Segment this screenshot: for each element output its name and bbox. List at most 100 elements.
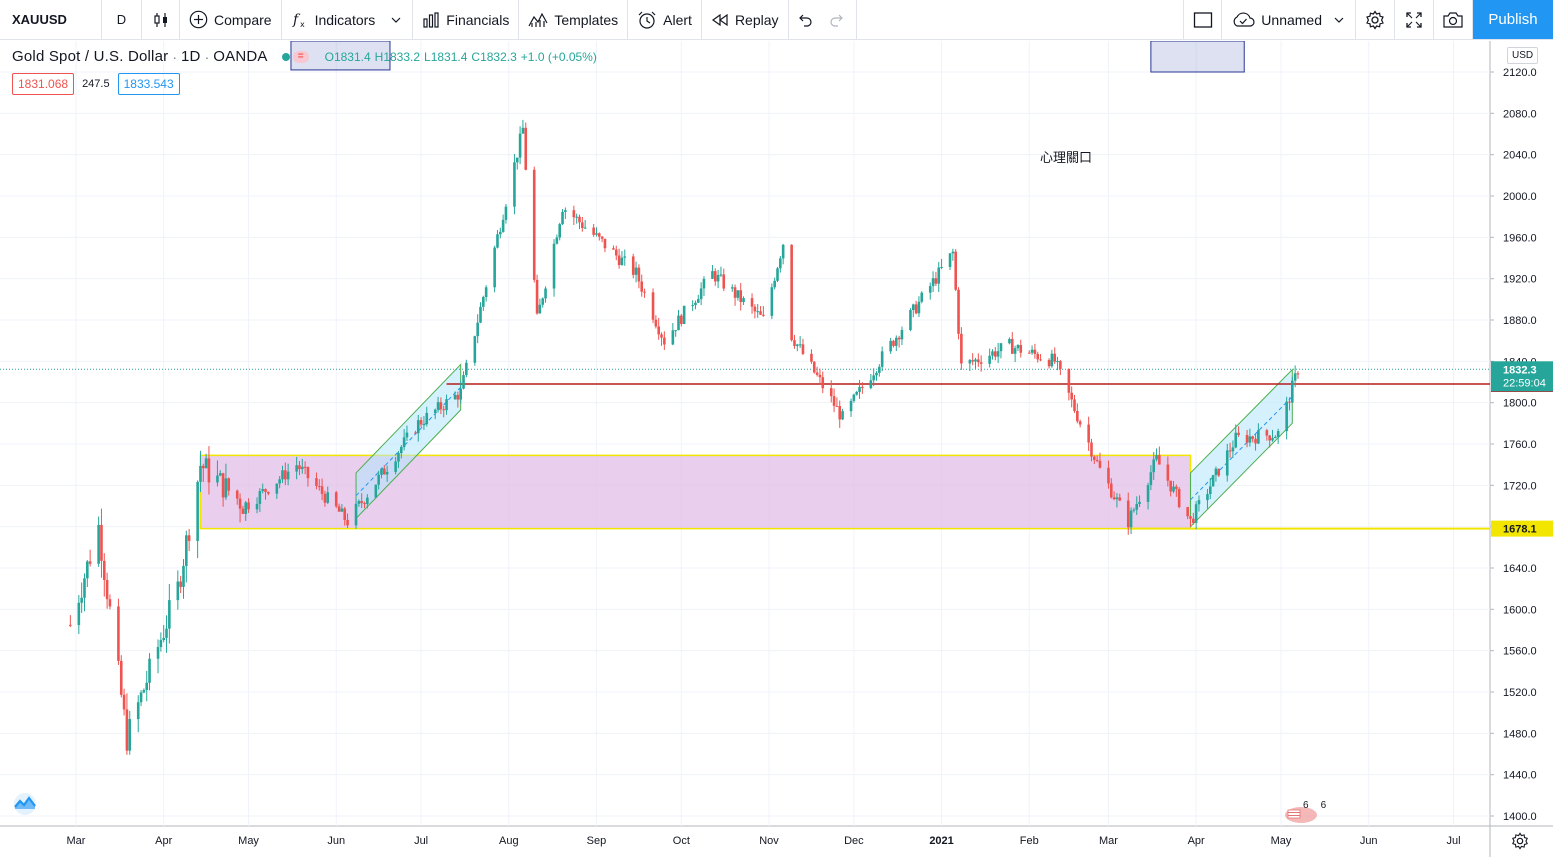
candle [996,342,1000,364]
currency-badge[interactable]: USD [1507,47,1539,64]
candle [770,283,774,320]
candle [303,461,307,475]
time-tick-label: Jul [1447,835,1461,847]
chart-pane[interactable]: 2120.0 2080.0 2040.0 2000.0 1960.0 1920.0 1880… [0,41,1553,857]
candle-body [971,360,974,362]
candle [224,463,228,500]
candle [1254,433,1257,451]
candle-body [920,292,924,302]
candle [521,119,525,134]
candle-body [1067,368,1071,393]
time-tick-label: Dec [844,835,864,847]
top-toolbar: XAUUSD D Compare f x Indicators [0,0,1553,40]
candle [657,317,660,340]
axis-settings-button[interactable] [1511,832,1529,855]
candle-body [323,493,327,503]
support-zone-rectangle[interactable] [199,454,1192,530]
financials-button[interactable]: Financials [413,0,520,39]
fullscreen-button[interactable] [1395,0,1434,39]
candle-body [385,471,389,475]
candle [614,245,618,261]
candle-body [739,290,743,303]
ohlc-change: +1.0 (+0.05%) [520,49,597,64]
candle [878,364,881,377]
parallel-channel-2020[interactable] [355,363,462,520]
candle-body [612,248,615,250]
sell-price-button[interactable]: 1831.068 [12,73,75,95]
candle [555,234,559,245]
candle-body [928,286,932,293]
undo-button[interactable] [789,0,821,39]
candle-body [1271,438,1274,441]
candle [453,391,457,400]
price-chart[interactable]: 2120.0 2080.0 2040.0 2000.0 1960.0 1920.0 1880… [0,41,1553,857]
candle-body [241,508,245,514]
candle [858,379,861,399]
candle-body [773,280,776,288]
layout-select-button[interactable] [1183,0,1223,39]
candle [416,414,420,442]
publish-button[interactable]: Publish [1473,0,1553,39]
candle-body [187,535,191,541]
chart-type-button[interactable] [142,0,180,39]
interval-button[interactable]: D [102,0,142,39]
symbol-search-button[interactable]: XAUUSD [0,0,102,39]
indicators-button[interactable]: f x Indicators [282,0,414,39]
candle [1056,356,1059,371]
candle [736,290,740,301]
templates-button[interactable]: Templates [519,0,629,39]
candle [640,274,644,297]
market-status-pill[interactable]: = [281,50,309,63]
candle [179,575,182,594]
alert-button[interactable]: Alert [628,0,702,39]
candle [897,335,901,348]
candle-body [69,624,72,626]
buy-price-button[interactable]: 1833.543 [117,73,180,95]
replay-button[interactable]: Replay [702,0,789,39]
candle [694,300,697,310]
save-layout-button[interactable]: Unnamed [1222,0,1356,39]
candle-body [832,396,836,406]
candle [909,308,912,332]
candle [286,463,290,486]
cloud-check-icon [1233,11,1255,27]
candle-body [994,351,997,357]
candle [397,451,400,468]
candle [295,456,298,480]
candle-body [558,224,561,238]
candle [227,477,231,496]
candle-body [812,361,816,373]
snapshot-button[interactable] [1434,0,1473,39]
candle [1152,452,1156,480]
candle [663,331,666,350]
settings-button[interactable] [1356,0,1395,39]
candle-body [1126,500,1130,528]
candle-body [518,133,522,158]
candle [988,348,991,368]
candle [564,207,567,220]
candle-body [1073,399,1076,411]
candle [1225,443,1229,482]
candle [994,347,997,361]
candle-body [185,535,188,566]
candle [247,498,250,513]
chart-text-annotation[interactable]: 心理關口 [1040,151,1093,166]
candle-body [702,278,706,289]
candle [948,253,952,270]
candle-body [815,372,819,375]
candle-body [399,447,403,454]
redo-button[interactable] [821,0,857,39]
candle [445,394,448,415]
candle [241,505,245,514]
candle-body [595,233,598,235]
candle-body [1234,432,1238,448]
candle [538,298,542,314]
compare-button[interactable]: Compare [180,0,282,39]
candle [142,688,146,694]
consolidation-box[interactable] [1150,41,1245,73]
candle-body [654,319,658,327]
tradingview-logo[interactable] [10,792,40,816]
time-tick-label: May [1271,835,1292,847]
candle [1076,403,1079,424]
economic-events-marker[interactable]: 6 6 [1285,800,1326,823]
